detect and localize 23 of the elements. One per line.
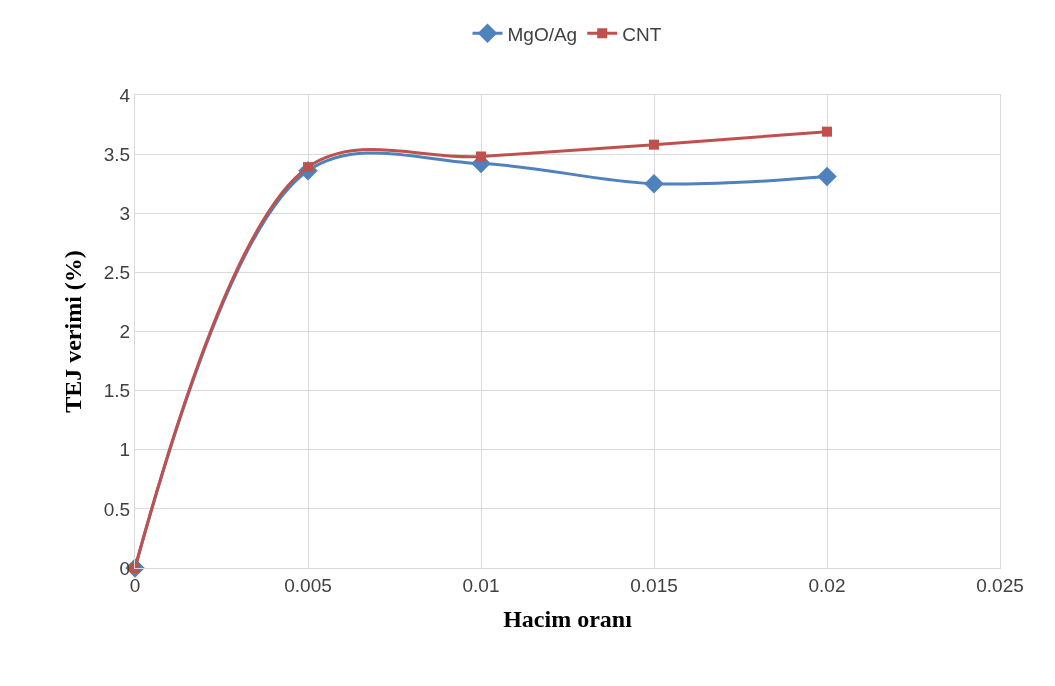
legend-label: CNT	[622, 23, 662, 45]
x-tick-label: 0.02	[808, 574, 846, 596]
y-tick-label: 3.5	[103, 143, 131, 165]
y-axis-title: TEJ verimi (%)	[59, 250, 86, 413]
x-axis-title: Hacim oranı	[503, 606, 633, 633]
x-tick-label: 0.01	[462, 574, 500, 596]
x-tick-label: 0.005	[284, 574, 332, 596]
point	[476, 151, 486, 162]
x-tick-label: 0.015	[630, 574, 678, 596]
point	[822, 126, 832, 137]
y-tick-label: 4	[119, 84, 131, 106]
point	[817, 166, 837, 187]
y-tick-label: 2.5	[103, 262, 131, 284]
y-tick-label: 0	[119, 557, 131, 579]
y-tick-label: 1	[119, 439, 131, 461]
point	[649, 139, 659, 150]
x-tick-label: 0.025	[976, 574, 1024, 596]
y-tick-label: 3	[119, 202, 131, 224]
legend-label: MgO/Ag	[507, 23, 578, 45]
y-tick-label: 1.5	[103, 380, 131, 402]
point	[644, 173, 664, 194]
y-tick-label: 0.5	[103, 498, 131, 520]
y-tick-label: 2	[119, 321, 131, 343]
